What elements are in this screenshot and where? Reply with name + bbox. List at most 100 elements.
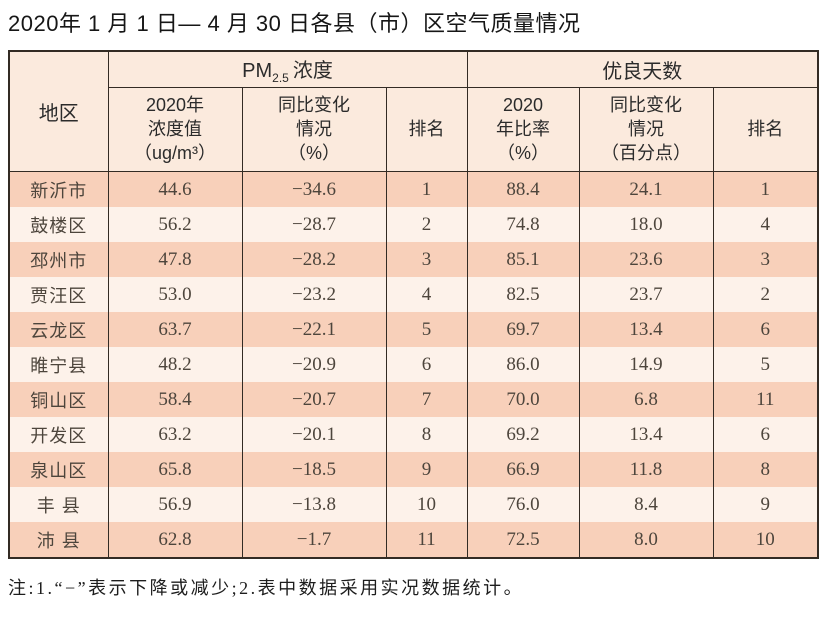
days-ratio-cell: 69.7 bbox=[466, 312, 580, 348]
table-row: 邳州市 47.8 −28.2 3 85.1 23.6 3 bbox=[8, 242, 819, 278]
table-row: 丰 县 56.9 −13.8 10 76.0 8.4 9 bbox=[8, 487, 819, 523]
days-change-header: 同比变化 情况 （百分点） bbox=[578, 87, 714, 173]
table-row: 睢宁县 48.2 −20.9 6 86.0 14.9 5 bbox=[8, 347, 819, 383]
days-change-cell: 8.0 bbox=[578, 522, 714, 559]
air-quality-table: 地区 PM2.5 浓度 优良天数 2020年 浓度值 （ug/m³） 同比变化 情… bbox=[8, 50, 820, 560]
days-ratio-cell: 70.0 bbox=[466, 382, 580, 418]
pm-value-cell: 58.4 bbox=[107, 382, 243, 418]
days-ratio-cell: 69.2 bbox=[466, 417, 580, 453]
table-body: 新沂市 44.6 −34.6 1 88.4 24.1 1 鼓楼区 56.2 −2… bbox=[8, 171, 819, 559]
pm25-label-prefix: PM bbox=[242, 60, 273, 83]
pm-rank-cell: 2 bbox=[385, 207, 468, 243]
days-ratio-cell: 85.1 bbox=[466, 242, 580, 278]
days-ratio-cell: 66.9 bbox=[466, 452, 580, 488]
pm-rank-cell: 9 bbox=[385, 452, 468, 488]
days-ratio-cell: 88.4 bbox=[466, 171, 580, 208]
pm25-label-suffix: 浓度 bbox=[292, 60, 333, 83]
pm-value-cell: 63.2 bbox=[107, 417, 243, 453]
days-rank-cell: 4 bbox=[712, 207, 819, 243]
page-title: 2020年 1 月 1 日— 4 月 30 日各县（市）区空气质量情况 bbox=[8, 11, 581, 36]
pm-change-cell: −20.7 bbox=[241, 382, 387, 418]
region-cell: 新沂市 bbox=[8, 171, 109, 208]
days-change-cell: 6.8 bbox=[578, 382, 714, 418]
region-cell: 贾汪区 bbox=[8, 277, 109, 313]
pm-change-cell: −1.7 bbox=[241, 522, 387, 559]
pm-change-cell: −28.2 bbox=[241, 242, 387, 278]
region-cell: 铜山区 bbox=[8, 382, 109, 418]
days-ratio-cell: 76.0 bbox=[466, 487, 580, 523]
table-row: 泉山区 65.8 −18.5 9 66.9 11.8 8 bbox=[8, 452, 819, 488]
days-rank-cell: 8 bbox=[712, 452, 819, 488]
days-rank-cell: 5 bbox=[712, 347, 819, 383]
days-change-cell: 23.7 bbox=[578, 277, 714, 313]
pm-value-cell: 56.9 bbox=[107, 487, 243, 523]
region-cell: 睢宁县 bbox=[8, 347, 109, 383]
pm-rank-cell: 5 bbox=[385, 312, 468, 348]
days-rank-cell: 10 bbox=[712, 522, 819, 559]
days-rank-cell: 11 bbox=[712, 382, 819, 418]
pm-rank-cell: 11 bbox=[385, 522, 468, 559]
pm-change-cell: −18.5 bbox=[241, 452, 387, 488]
days-change-cell: 18.0 bbox=[578, 207, 714, 243]
table-row: 铜山区 58.4 −20.7 7 70.0 6.8 11 bbox=[8, 382, 819, 418]
days-ratio-header: 2020 年比率 （%） bbox=[466, 87, 580, 173]
table-row: 新沂市 44.6 −34.6 1 88.4 24.1 1 bbox=[8, 171, 819, 208]
region-column-header: 地区 bbox=[8, 51, 109, 173]
table-row: 鼓楼区 56.2 −28.7 2 74.8 18.0 4 bbox=[8, 207, 819, 243]
pm25-group-header: PM2.5 浓度 bbox=[107, 51, 468, 89]
days-change-cell: 23.6 bbox=[578, 242, 714, 278]
pm-rank-cell: 4 bbox=[385, 277, 468, 313]
region-cell: 丰 县 bbox=[8, 487, 109, 523]
days-change-cell: 13.4 bbox=[578, 417, 714, 453]
pm-value-cell: 47.8 bbox=[107, 242, 243, 278]
days-rank-cell: 6 bbox=[712, 417, 819, 453]
days-change-cell: 13.4 bbox=[578, 312, 714, 348]
pm-rank-header: 排名 bbox=[385, 87, 468, 173]
pm-value-cell: 56.2 bbox=[107, 207, 243, 243]
good-days-group-header: 优良天数 bbox=[466, 51, 819, 89]
table-row: 开发区 63.2 −20.1 8 69.2 13.4 6 bbox=[8, 417, 819, 453]
pm-change-cell: −23.2 bbox=[241, 277, 387, 313]
region-cell: 开发区 bbox=[8, 417, 109, 453]
pm-value-cell: 62.8 bbox=[107, 522, 243, 559]
pm-change-cell: −20.9 bbox=[241, 347, 387, 383]
region-cell: 鼓楼区 bbox=[8, 207, 109, 243]
pm-rank-cell: 10 bbox=[385, 487, 468, 523]
group-header-row: 地区 PM2.5 浓度 优良天数 bbox=[8, 51, 819, 173]
pm-rank-cell: 3 bbox=[385, 242, 468, 278]
days-change-cell: 14.9 bbox=[578, 347, 714, 383]
region-cell: 沛 县 bbox=[8, 522, 109, 559]
pm-value-cell: 48.2 bbox=[107, 347, 243, 383]
pm-rank-cell: 7 bbox=[385, 382, 468, 418]
days-change-cell: 24.1 bbox=[578, 171, 714, 208]
pm-value-header: 2020年 浓度值 （ug/m³） bbox=[107, 87, 243, 173]
pm-value-cell: 53.0 bbox=[107, 277, 243, 313]
pm-change-cell: −20.1 bbox=[241, 417, 387, 453]
pm-value-cell: 63.7 bbox=[107, 312, 243, 348]
pm-change-cell: −28.7 bbox=[241, 207, 387, 243]
days-rank-cell: 2 bbox=[712, 277, 819, 313]
days-ratio-cell: 74.8 bbox=[466, 207, 580, 243]
pm25-label-subscript: 2.5 bbox=[272, 71, 289, 86]
pm-value-cell: 65.8 bbox=[107, 452, 243, 488]
days-rank-cell: 3 bbox=[712, 242, 819, 278]
pm-change-header: 同比变化 情况 （%） bbox=[241, 87, 387, 173]
table-row: 云龙区 63.7 −22.1 5 69.7 13.4 6 bbox=[8, 312, 819, 348]
region-cell: 泉山区 bbox=[8, 452, 109, 488]
table-row: 贾汪区 53.0 −23.2 4 82.5 23.7 2 bbox=[8, 277, 819, 313]
days-ratio-cell: 82.5 bbox=[466, 277, 580, 313]
footnote: 注:1.“−”表示下降或减少;2.表中数据采用实况数据统计。 bbox=[8, 578, 525, 599]
pm-change-cell: −34.6 bbox=[241, 171, 387, 208]
days-change-cell: 11.8 bbox=[578, 452, 714, 488]
pm-change-cell: −13.8 bbox=[241, 487, 387, 523]
days-rank-header: 排名 bbox=[712, 87, 819, 173]
pm-value-cell: 44.6 bbox=[107, 171, 243, 208]
pm-rank-cell: 6 bbox=[385, 347, 468, 383]
days-rank-cell: 1 bbox=[712, 171, 819, 208]
days-ratio-cell: 86.0 bbox=[466, 347, 580, 383]
pm-change-cell: −22.1 bbox=[241, 312, 387, 348]
days-ratio-cell: 72.5 bbox=[466, 522, 580, 559]
days-rank-cell: 9 bbox=[712, 487, 819, 523]
pm-rank-cell: 1 bbox=[385, 171, 468, 208]
